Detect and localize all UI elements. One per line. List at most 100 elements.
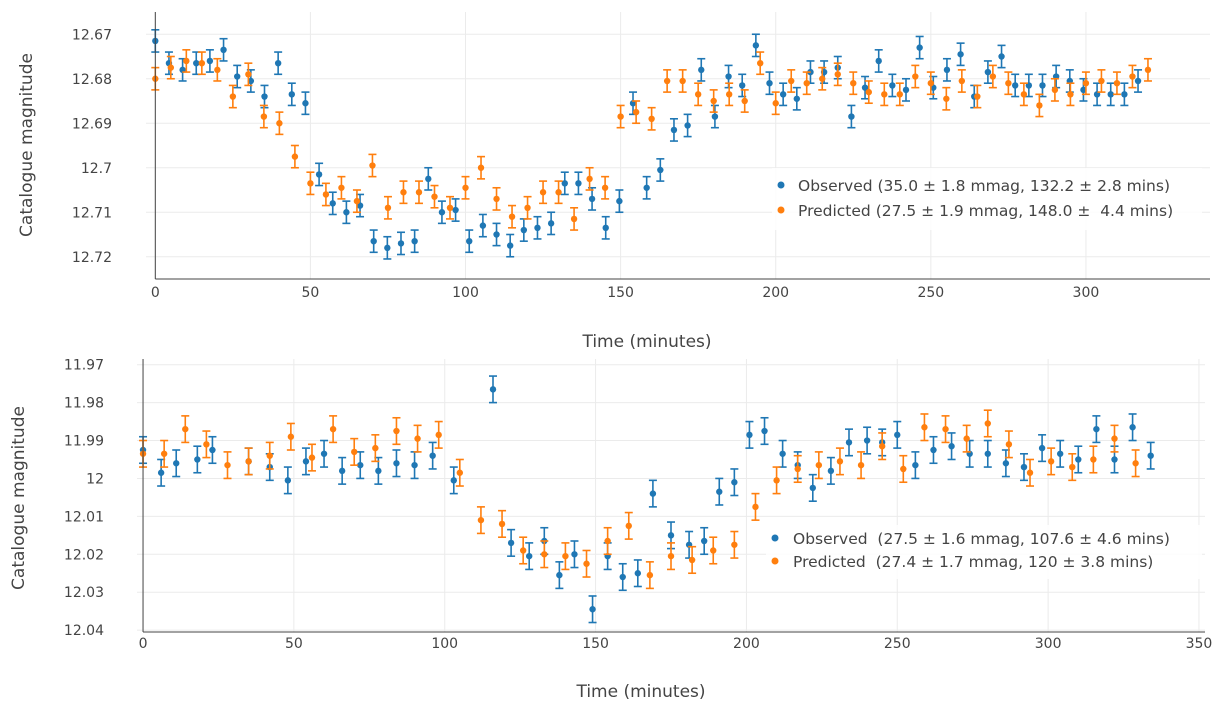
bottom-panel-predicted-marker bbox=[836, 458, 844, 465]
top-panel-predicted-marker bbox=[989, 73, 997, 80]
top-panel-predicted-marker bbox=[198, 59, 206, 67]
top-panel-predicted-point bbox=[383, 195, 392, 220]
top-panel-observed-marker bbox=[711, 113, 719, 120]
top-panel-x-tick-label: 200 bbox=[762, 285, 789, 301]
top-panel-predicted-marker bbox=[462, 184, 469, 191]
top-panel-observed-marker bbox=[247, 77, 255, 85]
top-panel-predicted-point bbox=[182, 49, 191, 73]
top-panel-legend-background bbox=[772, 168, 1202, 230]
bottom-panel-observed-point bbox=[1019, 452, 1028, 482]
bottom-panel-predicted-marker bbox=[604, 537, 611, 545]
top-panel-observed-point bbox=[697, 57, 706, 82]
bottom-panel-predicted-point bbox=[1110, 424, 1119, 453]
top-panel-predicted-point bbox=[446, 195, 454, 220]
top-panel-legend-predicted-marker bbox=[777, 206, 785, 214]
bottom-panel-observed-point bbox=[983, 439, 992, 468]
bottom-panel-predicted-marker bbox=[224, 461, 231, 469]
top-panel-observed-marker bbox=[261, 93, 268, 100]
top-panel-predicted-point bbox=[368, 153, 377, 178]
bottom-panel-observed-point bbox=[1056, 439, 1065, 468]
top-panel-predicted-point bbox=[756, 51, 765, 76]
bottom-panel-predicted-marker bbox=[477, 516, 485, 524]
top-panel-predicted-point bbox=[275, 111, 284, 136]
bottom-panel-observed-point bbox=[320, 439, 329, 468]
bottom-panel-observed-marker bbox=[1056, 450, 1064, 457]
bottom-panel-observed-point bbox=[863, 426, 872, 455]
top-panel-predicted-point bbox=[802, 71, 811, 96]
top-panel-predicted-marker bbox=[834, 71, 841, 78]
top-panel-observed-point bbox=[260, 84, 269, 109]
top-panel-observed-marker bbox=[343, 209, 350, 216]
bottom-panel-predicted-point bbox=[751, 492, 760, 521]
top-panel-observed-point bbox=[233, 64, 242, 89]
top-panel-observed-marker bbox=[998, 53, 1005, 60]
bottom-panel-observed-point bbox=[172, 449, 181, 478]
bottom-panel-predicted-point bbox=[857, 451, 866, 480]
bottom-panel-predicted-point bbox=[1089, 445, 1098, 474]
top-panel-predicted-marker bbox=[229, 93, 237, 100]
top-panel-legend-predicted-label: Predicted (27.5 ± 1.9 mmag, 148.0 ± 4.4 … bbox=[798, 202, 1173, 220]
top-panel-predicted-marker bbox=[881, 91, 888, 98]
top-panel-observed-point bbox=[274, 51, 283, 76]
bottom-panel-observed-series bbox=[139, 375, 1155, 624]
bottom-panel-predicted-point bbox=[265, 441, 274, 470]
bottom-panel-observed-point bbox=[633, 559, 642, 588]
top-panel-predicted-marker bbox=[477, 164, 485, 171]
top-panel-legend: Observed (35.0 ± 1.8 mmag, 132.2 ± 2.8 m… bbox=[772, 168, 1202, 230]
top-panel-observed-marker bbox=[288, 91, 295, 98]
top-panel-predicted-marker bbox=[446, 204, 454, 211]
top-panel-observed-marker bbox=[779, 91, 787, 98]
bottom-panel-observed-point bbox=[449, 466, 458, 495]
bottom-panel-observed-point bbox=[911, 451, 920, 480]
bottom-panel-predicted-marker bbox=[393, 427, 400, 435]
bottom-panel-predicted-marker bbox=[794, 465, 801, 473]
top-panel-predicted-point bbox=[1050, 77, 1059, 102]
bottom-panel-observed-marker bbox=[526, 552, 533, 560]
bottom-panel-predicted-point bbox=[286, 422, 295, 451]
top-panel-predicted-marker bbox=[1129, 73, 1136, 80]
top-panel-grid bbox=[146, 12, 1210, 279]
top-panel-predicted-point bbox=[539, 180, 548, 205]
top-panel-predicted-point bbox=[523, 195, 532, 220]
bottom-panel-observed-point bbox=[618, 562, 627, 592]
top-panel-observed-marker bbox=[602, 224, 609, 232]
top-panel-observed-marker bbox=[739, 82, 746, 89]
bottom-panel-predicted-marker bbox=[308, 454, 316, 461]
top-panel-predicted-marker bbox=[1113, 80, 1121, 87]
top-panel-predicted-marker bbox=[183, 57, 190, 65]
bottom-panel-observed-point bbox=[893, 420, 902, 449]
bottom-panel-observed-marker bbox=[173, 460, 180, 467]
top-panel-observed-marker bbox=[384, 244, 391, 252]
top-panel-observed-point bbox=[710, 104, 719, 129]
top-panel-predicted-marker bbox=[725, 91, 733, 98]
bottom-panel-predicted-marker bbox=[498, 520, 506, 528]
bottom-panel-predicted-point bbox=[561, 542, 570, 571]
top-panel-predicted-point bbox=[554, 180, 563, 205]
top-panel-chart: 0 50 100 150 200 250 300 12.67 12.68 12.69 12.7 12.… bbox=[17, 12, 1210, 352]
top-panel-observed-marker bbox=[766, 80, 773, 87]
bottom-panel-observed-marker bbox=[731, 479, 738, 486]
top-panel-predicted-marker bbox=[741, 97, 748, 105]
top-panel-observed-point bbox=[287, 82, 296, 107]
bottom-panel-predicted-marker bbox=[773, 477, 780, 484]
bottom-panel-observed-marker bbox=[649, 490, 657, 497]
bottom-panel-y-tick-label: 12.04 bbox=[64, 623, 104, 639]
top-panel-series bbox=[151, 28, 1152, 260]
top-panel-predicted-point bbox=[337, 175, 346, 200]
top-panel-observed-marker bbox=[752, 42, 760, 49]
bottom-panel-predicted-marker bbox=[287, 433, 295, 440]
bottom-panel-observed-marker bbox=[634, 570, 642, 577]
bottom-panel-predicted-point bbox=[244, 447, 253, 476]
top-panel-observed-marker bbox=[875, 57, 882, 65]
bottom-panel-predicted-marker bbox=[1132, 460, 1139, 467]
bottom-panel-predicted-series bbox=[139, 409, 1140, 590]
top-panel-predicted-point bbox=[259, 104, 268, 129]
top-panel-x-tick-label: 50 bbox=[301, 285, 319, 301]
bottom-panel-predicted-marker bbox=[857, 461, 865, 469]
top-panel-observed-marker bbox=[547, 220, 555, 227]
top-panel-predicted-point bbox=[244, 62, 253, 87]
top-panel-predicted-marker bbox=[1051, 86, 1059, 94]
bottom-panel-predicted-point bbox=[519, 536, 528, 565]
top-panel-observed-marker bbox=[206, 57, 214, 65]
top-panel-predicted-point bbox=[632, 100, 641, 125]
